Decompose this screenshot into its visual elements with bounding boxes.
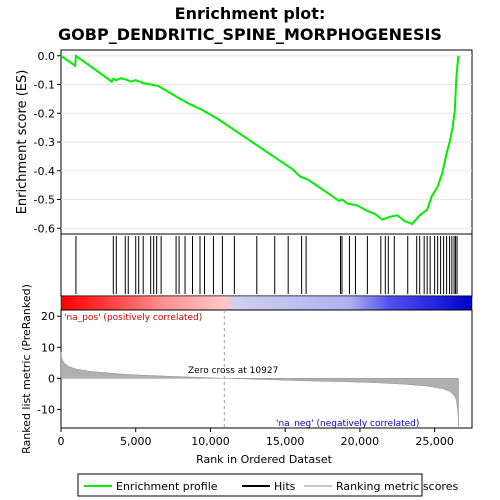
legend: Enrichment profile Hits Ranking metric s… [78,474,458,496]
annotation-positive: 'na_pos' (positively correlated) [64,313,202,323]
rank-colorbar [61,296,472,310]
x-tick-label: 20,000 [341,435,380,448]
chart-title-line1: Enrichment plot: [175,4,326,23]
zero-cross-annotation: Zero cross at 10927 [188,366,278,376]
es-ylabel: Enrichment score (ES) [15,70,30,215]
es-ytick-label: 0.0 [38,50,56,63]
metric-ytick-label: 20 [41,310,55,323]
annotation-negative: 'na_neg' (negatively correlated) [276,419,419,429]
hits-panel-frame [61,234,472,296]
hits-panel [61,234,472,296]
legend-metric-label: Ranking metric scores [336,480,458,493]
metric-ytick-label: 0 [48,372,55,385]
es-ytick-label: -0.1 [34,79,55,92]
legend-hits-label: Hits [274,480,296,493]
es-ytick-label: -0.2 [34,107,55,120]
metric-panel: 20 10 0 -10 'na_pos' (positively correlated… [37,310,472,429]
metric-ytick-label: -10 [37,403,55,416]
x-axis-label: Rank in Ordered Dataset [196,453,333,466]
x-tick-label: 5,000 [120,435,152,448]
colorbar-strip [61,296,472,310]
x-tick-label: 0 [58,435,65,448]
x-tick-label: 10,000 [191,435,230,448]
es-ytick-label: -0.3 [34,136,55,149]
legend-enrichment-label: Enrichment profile [116,480,218,493]
x-tick-label: 15,000 [266,435,305,448]
metric-ytick-label: 10 [41,341,55,354]
metric-ylabel: Ranked list metric (PreRanked) [20,284,33,454]
chart-title-line2: GOBP_DENDRITIC_SPINE_MORPHOGENESIS [58,25,442,44]
es-panel: 0.0 -0.1 -0.2 -0.3 -0.4 -0.5 -0.6 [34,50,472,236]
x-tick-label: 25,000 [415,435,454,448]
es-ytick-label: -0.5 [34,194,55,207]
es-ytick-label: -0.4 [34,165,55,178]
es-ytick-label: -0.6 [34,222,55,235]
